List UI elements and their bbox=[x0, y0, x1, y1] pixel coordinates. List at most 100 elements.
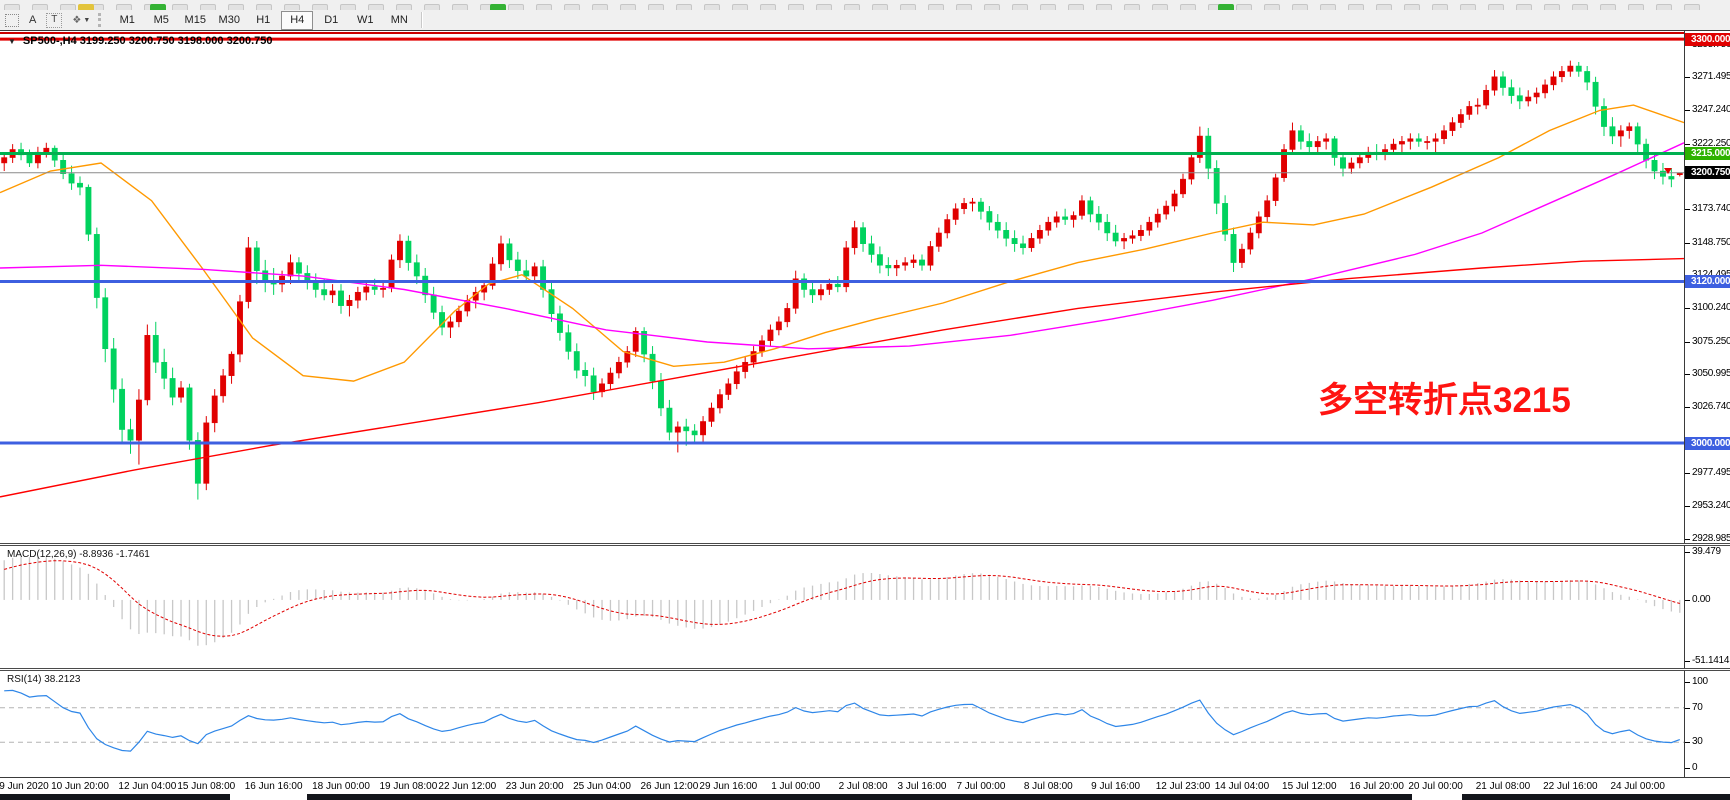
toolbar-mini-icon[interactable] bbox=[620, 4, 636, 10]
price-tick-label: 3075.250 bbox=[1685, 336, 1730, 347]
time-tick-label: 7 Jul 00:00 bbox=[956, 781, 1006, 792]
candle bbox=[1, 157, 8, 164]
rsi-plot[interactable] bbox=[0, 671, 1684, 777]
candle bbox=[405, 240, 412, 263]
candle bbox=[1053, 216, 1060, 223]
toolbar-mini-icon[interactable] bbox=[1684, 4, 1700, 10]
timeframe-button-h4[interactable]: H4 bbox=[281, 10, 314, 30]
toolbar-mini-icon[interactable] bbox=[564, 4, 580, 10]
toolbar-mini-icon[interactable] bbox=[256, 4, 272, 10]
toolbar-mini-icon[interactable] bbox=[1068, 4, 1084, 10]
panel-splitter[interactable] bbox=[0, 668, 1730, 671]
timeframe-button-m5[interactable]: M5 bbox=[153, 14, 169, 26]
timeframe-button-d1[interactable]: D1 bbox=[324, 14, 339, 26]
toolbar-mini-icon[interactable] bbox=[200, 4, 216, 10]
timeframe-button-m1[interactable]: M1 bbox=[119, 14, 135, 26]
toolbar-mini-icon[interactable] bbox=[368, 4, 384, 10]
toolbar-grip[interactable] bbox=[98, 13, 105, 27]
timeframe-button-m30[interactable]: M30 bbox=[218, 14, 240, 26]
toolbar-mini-icon[interactable] bbox=[32, 4, 48, 10]
price-axis[interactable]: 3295.7503271.4953247.2403222.2503173.740… bbox=[1684, 31, 1730, 544]
toolbar-mini-icon[interactable] bbox=[424, 4, 440, 10]
text-label-button[interactable]: A bbox=[26, 12, 39, 28]
toolbar-mini-icon[interactable] bbox=[1096, 4, 1112, 10]
toolbar-mini-icon[interactable] bbox=[788, 4, 804, 10]
toolbar-mini-icon[interactable] bbox=[1460, 4, 1476, 10]
toolbar-mini-icon[interactable] bbox=[452, 4, 468, 10]
candle bbox=[944, 219, 951, 234]
toolbar-mini-icon[interactable] bbox=[116, 4, 132, 10]
toolbar-mini-icon[interactable] bbox=[1124, 4, 1140, 10]
toolbar-mini-icon-colored[interactable] bbox=[1218, 4, 1234, 10]
toolbar-mini-icon[interactable] bbox=[592, 4, 608, 10]
toolbar-mini-icon[interactable] bbox=[676, 4, 692, 10]
toolbar-mini-icon[interactable] bbox=[4, 4, 20, 10]
toolbar-mini-icon[interactable] bbox=[312, 4, 328, 10]
toolbar-mini-icon[interactable] bbox=[536, 4, 552, 10]
toolbar-mini-icon[interactable] bbox=[1572, 4, 1588, 10]
shapes-button[interactable]: ❖ ▼ bbox=[69, 12, 93, 28]
toolbar-mini-icon[interactable] bbox=[1152, 4, 1168, 10]
toolbar-mini-icon[interactable] bbox=[900, 4, 916, 10]
candle bbox=[455, 310, 462, 323]
toolbar-mini-icon[interactable] bbox=[704, 4, 720, 10]
toolbar-mini-icon-colored[interactable] bbox=[490, 4, 506, 10]
toolbar-mini-icon[interactable] bbox=[1432, 4, 1448, 10]
timeframe-button-m15[interactable]: M15 bbox=[184, 14, 206, 26]
toolbar-mini-icon[interactable] bbox=[1012, 4, 1028, 10]
toolbar-mini-icon[interactable] bbox=[284, 4, 300, 10]
toolbar-mini-icon[interactable] bbox=[1516, 4, 1532, 10]
toolbar-mini-icon[interactable] bbox=[1040, 4, 1056, 10]
collapse-triangle-icon[interactable]: ▼ bbox=[8, 37, 16, 46]
toolbar-mini-icon[interactable] bbox=[60, 4, 76, 10]
rsi-axis-label: 70 bbox=[1685, 702, 1730, 713]
toolbar-mini-icon[interactable] bbox=[340, 4, 356, 10]
snap-grid-button[interactable] bbox=[2, 12, 22, 28]
toolbar-mini-icon[interactable] bbox=[508, 4, 524, 10]
toolbar-mini-icon[interactable] bbox=[732, 4, 748, 10]
toolbar-mini-icon[interactable] bbox=[1488, 4, 1504, 10]
macd-plot[interactable] bbox=[0, 546, 1684, 668]
toolbar-mini-icon[interactable] bbox=[396, 4, 412, 10]
toolbar-mini-icon[interactable] bbox=[1264, 4, 1280, 10]
toolbar-mini-icon[interactable] bbox=[1600, 4, 1616, 10]
timeframe-button-w1[interactable]: W1 bbox=[357, 14, 374, 26]
toolbar-mini-icon[interactable] bbox=[928, 4, 944, 10]
toolbar-mini-icon[interactable] bbox=[1348, 4, 1364, 10]
toolbar-mini-icon[interactable] bbox=[1292, 4, 1308, 10]
toolbar-mini-icon[interactable] bbox=[228, 4, 244, 10]
toolbar-mini-icon-colored[interactable] bbox=[150, 4, 166, 10]
toolbar-mini-icon[interactable] bbox=[1656, 4, 1672, 10]
toolbar-mini-icon[interactable] bbox=[760, 4, 776, 10]
toolbar-mini-icon[interactable] bbox=[984, 4, 1000, 10]
panel-splitter[interactable] bbox=[0, 543, 1730, 546]
candle bbox=[885, 265, 892, 269]
timeframe-button-mn[interactable]: MN bbox=[390, 14, 408, 26]
toolbar-mini-icon[interactable] bbox=[1320, 4, 1336, 10]
toolbar-mini-icon[interactable] bbox=[1236, 4, 1252, 10]
candle bbox=[363, 286, 370, 293]
macd-axis[interactable]: 39.479 0.00 -51.1414 bbox=[1684, 546, 1730, 668]
time-tick-label: 12 Jun 04:00 bbox=[118, 781, 177, 792]
toolbar-mini-icon[interactable] bbox=[172, 4, 188, 10]
toolbar-mini-icon[interactable] bbox=[872, 4, 888, 10]
rsi-axis[interactable]: 100 70 30 0 bbox=[1684, 671, 1730, 777]
price-chart-plot[interactable] bbox=[0, 31, 1684, 544]
toolbar-mini-icon[interactable] bbox=[816, 4, 832, 10]
time-tick-label: 25 Jun 04:00 bbox=[573, 781, 631, 792]
toolbar-mini-icon[interactable] bbox=[1544, 4, 1560, 10]
toolbar-mini-icon[interactable] bbox=[1404, 4, 1420, 10]
text-box-button[interactable]: T bbox=[43, 12, 65, 28]
chart-title[interactable]: ▼ SP500-,H4 3199.250 3200.750 3198.000 32… bbox=[8, 35, 272, 47]
candle bbox=[1129, 235, 1136, 239]
time-axis[interactable]: 9 Jun 2020 10 Jun 20:00 12 Jun 04:00 15 Jun… bbox=[0, 777, 1730, 794]
toolbar-mini-icon-colored[interactable] bbox=[78, 4, 94, 10]
toolbar-mini-icon[interactable] bbox=[844, 4, 860, 10]
toolbar-mini-icon[interactable] bbox=[1376, 4, 1392, 10]
toolbar-mini-icon[interactable] bbox=[648, 4, 664, 10]
candle bbox=[1331, 138, 1338, 158]
toolbar-mini-icon[interactable] bbox=[1628, 4, 1644, 10]
timeframe-button-h1[interactable]: H1 bbox=[256, 14, 271, 26]
toolbar-mini-icon[interactable] bbox=[1180, 4, 1196, 10]
toolbar-mini-icon[interactable] bbox=[956, 4, 972, 10]
